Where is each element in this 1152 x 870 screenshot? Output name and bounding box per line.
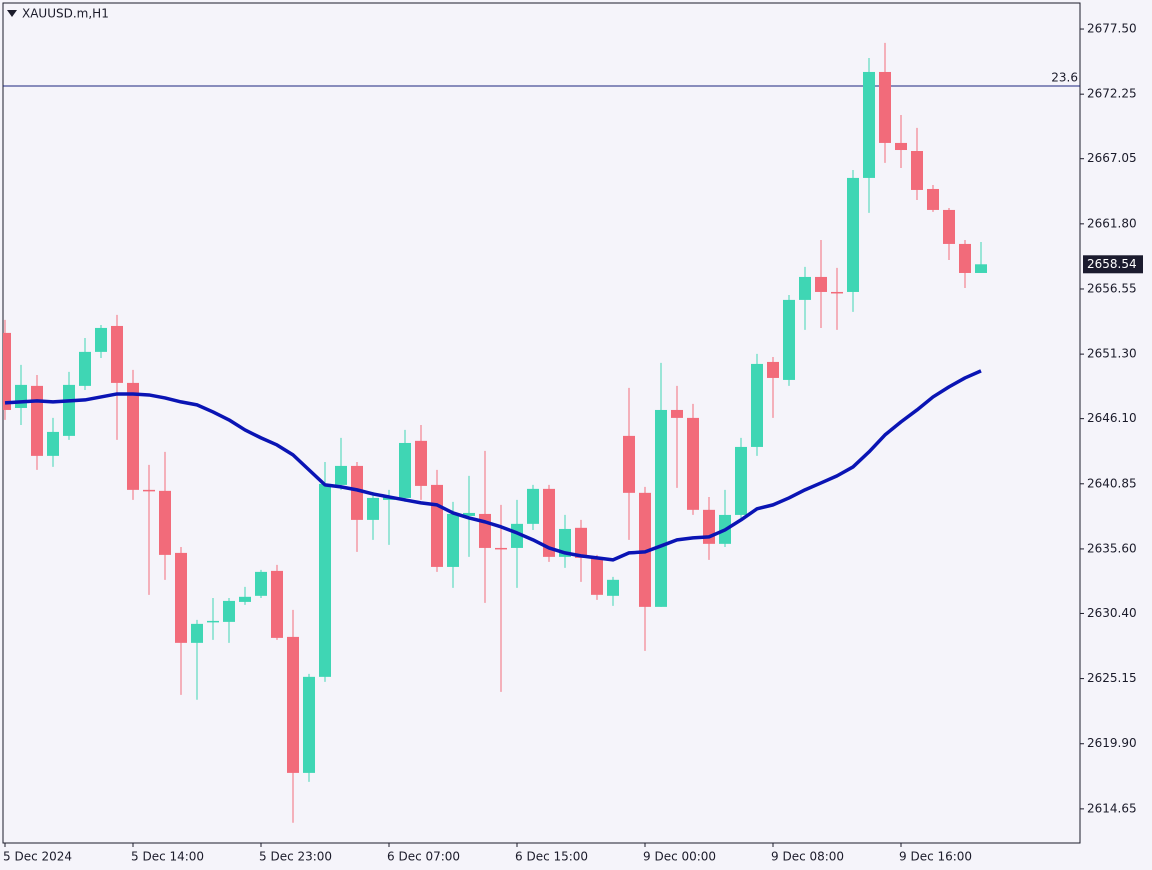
y-tick-label: 2661.80 bbox=[1087, 216, 1137, 230]
y-tick-label: 2635.60 bbox=[1087, 541, 1137, 555]
y-tick-label: 2619.90 bbox=[1087, 736, 1137, 750]
level-label: 23.6 bbox=[1051, 70, 1078, 84]
candle-body bbox=[511, 523, 523, 548]
candle-body bbox=[271, 570, 283, 638]
candle-body bbox=[191, 623, 203, 643]
candle-body bbox=[63, 384, 75, 436]
symbol-menu-arrow[interactable] bbox=[7, 10, 17, 17]
candle-body bbox=[975, 264, 987, 273]
candle-body bbox=[959, 243, 971, 273]
candle-body bbox=[447, 513, 459, 567]
candle-body bbox=[79, 351, 91, 386]
x-tick-label: 9 Dec 16:00 bbox=[899, 850, 972, 864]
last-price-label: 2658.54 bbox=[1087, 257, 1137, 271]
candle-body bbox=[287, 636, 299, 773]
y-tick-label: 2672.25 bbox=[1087, 87, 1137, 101]
candle-body bbox=[831, 291, 843, 294]
candle-body bbox=[175, 552, 187, 643]
candle-body bbox=[559, 528, 571, 557]
candle-body bbox=[255, 571, 267, 596]
candle-body bbox=[335, 465, 347, 485]
candle-body bbox=[47, 431, 59, 456]
candle-body bbox=[223, 600, 235, 622]
y-tick-label: 2677.50 bbox=[1087, 22, 1137, 36]
candle-body bbox=[783, 299, 795, 380]
x-tick-label: 6 Dec 07:00 bbox=[387, 850, 460, 864]
candle-body bbox=[207, 620, 219, 623]
candle-body bbox=[799, 276, 811, 300]
candle-body bbox=[927, 188, 939, 210]
x-tick-label: 5 Dec 14:00 bbox=[131, 850, 204, 864]
candle-body bbox=[863, 71, 875, 178]
candle-body bbox=[127, 382, 139, 490]
candle-body bbox=[575, 527, 587, 558]
candle-body bbox=[399, 442, 411, 498]
candle-body bbox=[751, 363, 763, 447]
chart-title: XAUUSD.m,H1 bbox=[22, 7, 109, 21]
y-tick-label: 2640.85 bbox=[1087, 476, 1137, 490]
y-tick-label: 2651.30 bbox=[1087, 347, 1137, 361]
candle-body bbox=[687, 417, 699, 510]
candle-body bbox=[239, 596, 251, 602]
y-tick-label: 2667.05 bbox=[1087, 151, 1137, 165]
candle-body bbox=[143, 489, 155, 492]
candle-body bbox=[735, 446, 747, 515]
candle-body bbox=[351, 465, 363, 520]
candle-body bbox=[895, 142, 907, 151]
y-tick-label: 2625.15 bbox=[1087, 671, 1137, 685]
candle-body bbox=[847, 177, 859, 292]
candle-body bbox=[879, 71, 891, 143]
candle-body bbox=[319, 483, 331, 677]
x-tick-label: 9 Dec 08:00 bbox=[771, 850, 844, 864]
candle-body bbox=[607, 579, 619, 596]
candle-body bbox=[495, 547, 507, 550]
x-tick-label: 9 Dec 00:00 bbox=[643, 850, 716, 864]
candle-body bbox=[159, 490, 171, 555]
candle-body bbox=[431, 484, 443, 567]
x-tick-label: 5 Dec 23:00 bbox=[259, 850, 332, 864]
candle-body bbox=[463, 512, 475, 516]
y-tick-label: 2630.40 bbox=[1087, 606, 1137, 620]
x-tick-label: 6 Dec 15:00 bbox=[515, 850, 588, 864]
y-tick-label: 2614.65 bbox=[1087, 801, 1137, 815]
candle-body bbox=[943, 209, 955, 244]
candle-body bbox=[623, 435, 635, 493]
candle-body bbox=[95, 327, 107, 352]
plot-frame bbox=[2, 2, 1081, 844]
candle-body bbox=[31, 385, 43, 456]
candle-body bbox=[815, 276, 827, 292]
candle-body bbox=[639, 492, 651, 607]
candle-body bbox=[303, 676, 315, 773]
x-tick-label: 5 Dec 2024 bbox=[3, 850, 72, 864]
candle-body bbox=[367, 497, 379, 520]
candle-body bbox=[15, 384, 27, 408]
candle-body bbox=[415, 440, 427, 486]
last-price-box bbox=[1083, 255, 1143, 274]
candle-body bbox=[543, 488, 555, 557]
y-tick-label: 2656.55 bbox=[1087, 281, 1137, 295]
candle-body bbox=[671, 409, 683, 418]
candle-body bbox=[591, 557, 603, 595]
candle-body bbox=[911, 151, 923, 190]
candle-body bbox=[655, 409, 667, 607]
candle-body bbox=[3, 332, 11, 410]
candle-body bbox=[767, 361, 779, 378]
candle-body bbox=[111, 325, 123, 383]
y-tick-label: 2646.10 bbox=[1087, 411, 1137, 425]
moving-average bbox=[4, 369, 982, 562]
candle-body bbox=[527, 488, 539, 524]
